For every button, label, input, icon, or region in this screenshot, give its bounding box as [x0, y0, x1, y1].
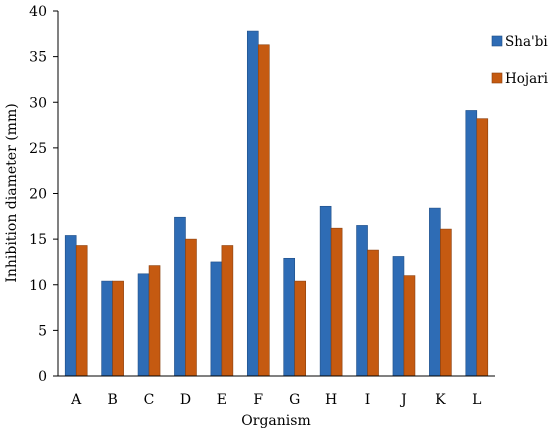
- bar-shabi-I: [356, 225, 368, 377]
- y-tick-label: 40: [29, 4, 47, 20]
- bar-shabi-D: [174, 216, 186, 377]
- bar-shabi-G: [283, 257, 296, 377]
- bar-shabi-J: [392, 256, 405, 377]
- bar-shabi-C: [137, 273, 150, 377]
- legend-swatch-shabi: [491, 35, 503, 47]
- bar-shabi-K: [429, 207, 441, 377]
- legend-label-hojari: Hojari: [505, 71, 549, 87]
- x-tick-label: C: [144, 392, 155, 408]
- x-tick-label: K: [435, 392, 446, 408]
- x-tick-label: F: [253, 392, 263, 408]
- bar-hojari-D: [185, 238, 197, 377]
- bar-shabi-H: [319, 205, 332, 377]
- bar-shabi-B: [101, 280, 113, 377]
- bar-hojari-B: [112, 280, 124, 377]
- bar-hojari-G: [294, 280, 307, 377]
- x-tick-label: E: [217, 392, 227, 408]
- bar-hojari-A: [75, 245, 88, 377]
- bar-hojari-K: [440, 228, 452, 377]
- legend-swatch-hojari: [491, 72, 503, 84]
- y-axis-ticks: 0 5 10 15 20 25 30 35 40: [29, 4, 58, 385]
- x-tick-label: I: [365, 392, 371, 408]
- y-tick-label: 10: [29, 278, 47, 294]
- legend: Sha'bi Hojari: [491, 34, 549, 87]
- bars: [64, 30, 489, 377]
- x-tick-label: D: [180, 392, 191, 408]
- bar-hojari-C: [148, 265, 161, 377]
- x-tick-label: A: [70, 392, 82, 408]
- legend-label-shabi: Sha'bi: [505, 34, 548, 50]
- bar-shabi-A: [64, 235, 77, 377]
- y-axis-label: Inhibition diameter (mm): [4, 103, 20, 282]
- bar-hojari-F: [257, 44, 270, 377]
- x-tick-label: L: [472, 392, 481, 408]
- x-tick-label: H: [325, 392, 337, 408]
- y-tick-label: 0: [38, 369, 47, 385]
- bar-shabi-F: [246, 30, 259, 377]
- x-axis-label: Organism: [241, 413, 310, 429]
- bar-hojari-J: [403, 275, 416, 377]
- y-tick-label: 35: [29, 50, 47, 66]
- y-tick-label: 25: [29, 141, 47, 157]
- bar-hojari-H: [330, 227, 343, 377]
- y-tick-label: 5: [38, 323, 47, 339]
- bar-shabi-E: [210, 261, 223, 377]
- y-tick-label: 20: [29, 187, 47, 203]
- y-tick-label: 30: [29, 95, 47, 111]
- x-axis-ticks: A B C D E F G H I J K L: [70, 392, 481, 408]
- x-tick-label: G: [289, 392, 300, 408]
- bar-shabi-L: [465, 110, 478, 377]
- bar-hojari-L: [476, 118, 489, 377]
- x-tick-label: B: [107, 392, 117, 408]
- y-tick-label: 15: [29, 232, 47, 248]
- bar-hojari-I: [367, 249, 379, 377]
- bar-hojari-E: [221, 245, 234, 377]
- x-tick-label: J: [399, 392, 407, 408]
